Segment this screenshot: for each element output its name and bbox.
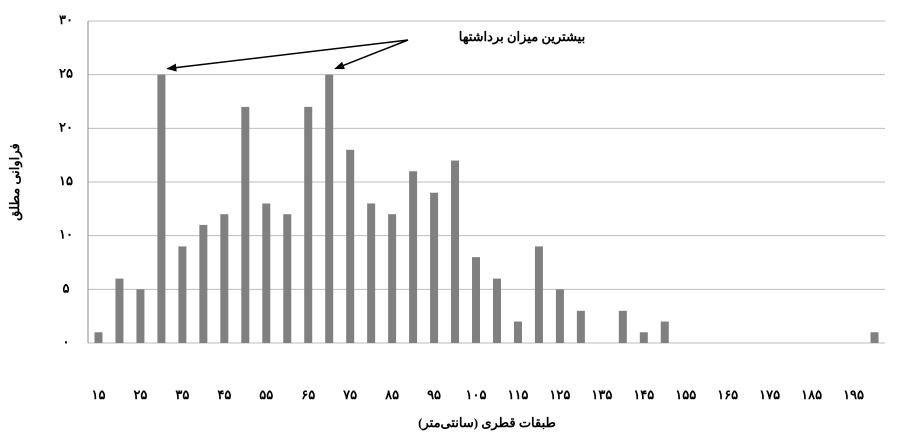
x-tick-label: ۲۵ [133, 387, 147, 402]
y-tick-label: ۳۰ [59, 12, 73, 27]
x-tick-label: ۱۵۵ [675, 387, 696, 402]
bar [388, 214, 397, 343]
x-tick-label: ۷۵ [342, 387, 357, 402]
bar [576, 310, 585, 343]
bar [492, 278, 501, 343]
y-tick-label: ۲۵ [59, 66, 73, 81]
x-tick-label: ۱۰۵ [466, 387, 487, 402]
y-tick-label: ۵ [63, 280, 70, 295]
bar [409, 171, 418, 343]
bar [618, 310, 627, 343]
bar [430, 192, 439, 343]
bar [451, 160, 460, 343]
bar [325, 74, 334, 344]
bar [241, 106, 250, 343]
x-tick-label: ۱۵ [92, 387, 106, 402]
annotation-arrow [166, 39, 409, 72]
bar [136, 289, 145, 343]
bar [870, 332, 879, 343]
x-tick-label: ۱۴۵ [633, 387, 654, 402]
y-tick-label: ۰ [63, 334, 70, 349]
bar [534, 246, 543, 343]
y-axis-title: فراوانی مطلق [7, 143, 23, 220]
x-tick-label: ۱۹۵ [843, 387, 864, 402]
x-tick-label: ۵۵ [259, 387, 273, 402]
bar [346, 149, 355, 343]
x-tick-label: ۱۸۵ [801, 387, 822, 402]
x-tick-label: ۱۶۵ [717, 387, 738, 402]
bar [94, 332, 103, 343]
bar [199, 224, 208, 343]
bar [115, 278, 124, 343]
annotation-arrow [334, 39, 409, 70]
bar [639, 332, 648, 343]
y-tick-label: ۲۰ [59, 119, 73, 134]
x-tick-label: ۸۵ [384, 387, 399, 402]
bar [157, 74, 166, 344]
x-tick-label: ۶۵ [301, 387, 315, 402]
x-tick-label: ۱۳۵ [591, 387, 612, 402]
x-tick-label: ۹۵ [427, 387, 441, 402]
annotation: بیشترین میزان برداشتها [459, 29, 585, 45]
x-tick-label: ۱۲۵ [549, 387, 570, 402]
bar [660, 321, 669, 343]
bar [472, 257, 481, 343]
x-tick-label: ۱۱۵ [507, 387, 528, 402]
bar [513, 321, 522, 343]
y-tick-label: ۱۵ [59, 173, 73, 188]
bar [178, 246, 187, 343]
x-tick-label: ۴۵ [217, 387, 231, 402]
x-tick-label: ۳۵ [175, 387, 189, 402]
x-axis-title: طبقات قطری (سانتی‌متر) [418, 415, 556, 431]
bar [220, 214, 229, 343]
bar [555, 289, 564, 343]
bar [262, 203, 271, 343]
bar [283, 214, 292, 343]
y-tick-label: ۱۰ [59, 227, 73, 242]
bar [367, 203, 376, 343]
bar [304, 106, 313, 343]
x-tick-label: ۱۷۵ [759, 387, 780, 402]
